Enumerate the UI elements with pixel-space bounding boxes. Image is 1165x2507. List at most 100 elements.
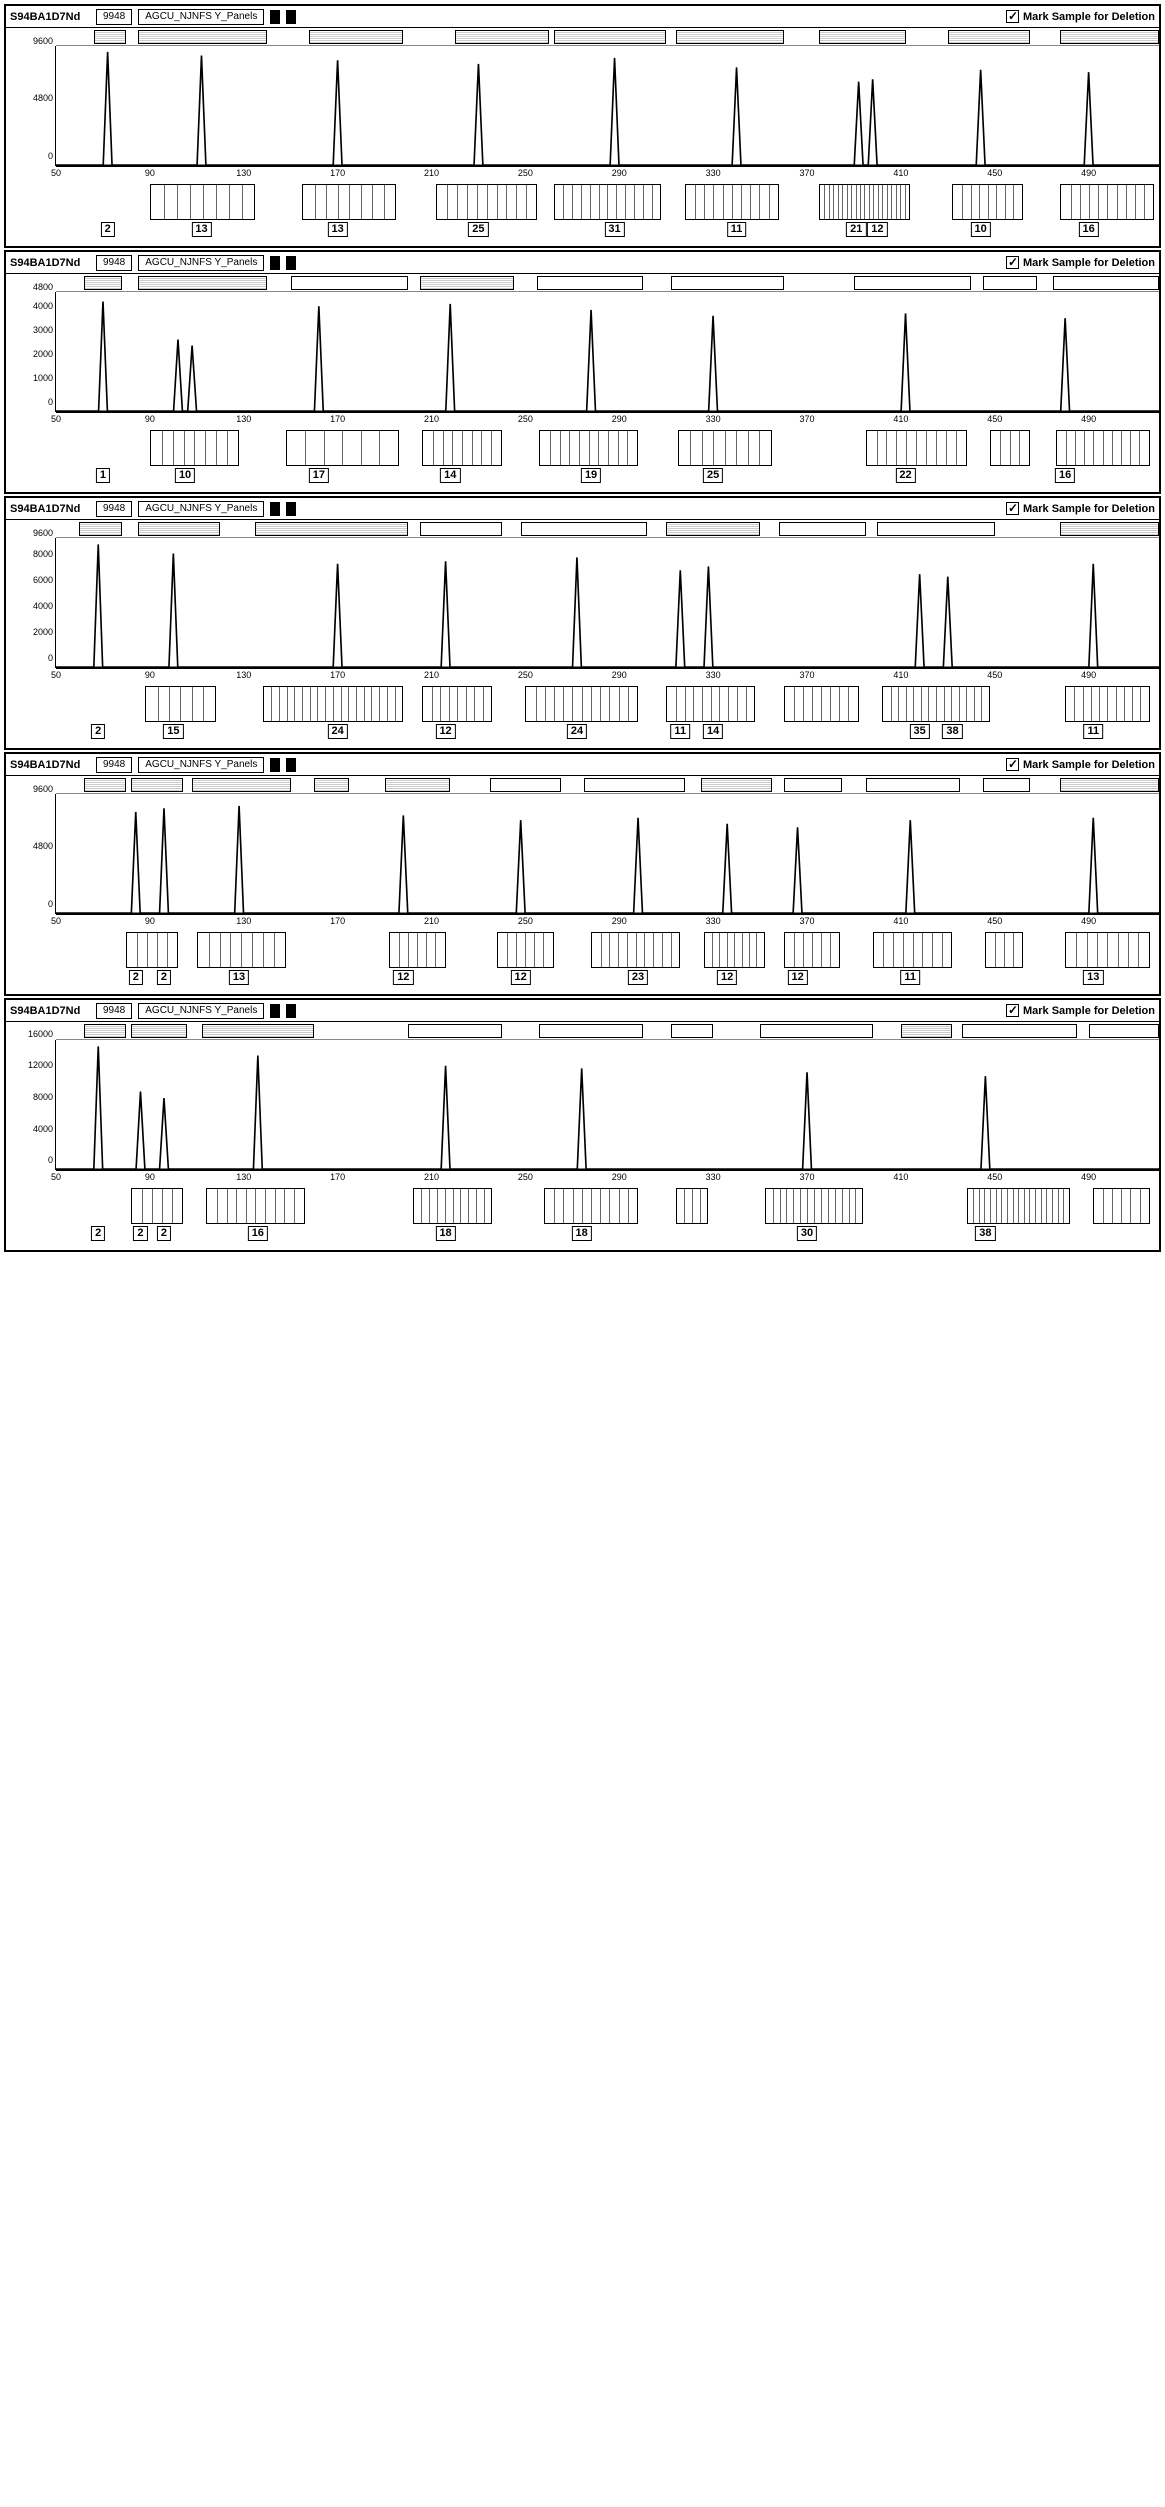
allele-call[interactable]: 24 xyxy=(327,724,347,739)
marker-bar xyxy=(408,1024,502,1038)
allele-call[interactable]: 12 xyxy=(867,222,887,237)
marker-bar xyxy=(1060,522,1159,536)
bin-region xyxy=(436,184,537,220)
plot-canvas xyxy=(56,1040,1159,1170)
allele-call[interactable]: 12 xyxy=(435,724,455,739)
allele-call[interactable]: 22 xyxy=(895,468,915,483)
allele-call[interactable]: 16 xyxy=(1078,222,1098,237)
x-tick-label: 370 xyxy=(799,916,814,926)
bin-region xyxy=(990,430,1030,466)
checkbox-icon[interactable] xyxy=(1006,1004,1019,1017)
y-tick-label: 4800 xyxy=(33,841,53,851)
peak-trace xyxy=(56,1040,1159,1169)
x-tick-label: 410 xyxy=(893,670,908,680)
marker-bar xyxy=(131,1024,187,1038)
marker-bar xyxy=(138,30,267,44)
allele-call[interactable]: 14 xyxy=(440,468,460,483)
marker-bar xyxy=(877,522,994,536)
allele-calls-row: 2 15 24 12 24 11 14 35 38 11 xyxy=(56,724,1159,746)
allele-call[interactable]: 14 xyxy=(703,724,723,739)
allele-call[interactable]: 11 xyxy=(670,724,690,739)
allele-call[interactable]: 2 xyxy=(91,1226,105,1241)
allele-call[interactable]: 18 xyxy=(435,1226,455,1241)
panel-name: AGCU_NJNFS Y_Panels xyxy=(138,255,264,271)
allele-call[interactable]: 15 xyxy=(163,724,183,739)
allele-call[interactable]: 2 xyxy=(157,1226,171,1241)
allele-call[interactable]: 11 xyxy=(727,222,747,237)
allele-call[interactable]: 35 xyxy=(910,724,930,739)
allele-call[interactable]: 13 xyxy=(191,222,211,237)
allele-call[interactable]: 31 xyxy=(604,222,624,237)
allele-call[interactable]: 38 xyxy=(942,724,962,739)
mark-for-deletion[interactable]: Mark Sample for Deletion xyxy=(1006,1004,1155,1017)
mark-for-deletion[interactable]: Mark Sample for Deletion xyxy=(1006,256,1155,269)
checkbox-icon[interactable] xyxy=(1006,10,1019,23)
allele-call[interactable]: 12 xyxy=(787,970,807,985)
x-tick-label: 90 xyxy=(145,1172,155,1182)
checkbox-icon[interactable] xyxy=(1006,758,1019,771)
allele-call[interactable]: 2 xyxy=(157,970,171,985)
color-swatch-icon xyxy=(270,758,280,772)
panel-name: AGCU_NJNFS Y_Panels xyxy=(138,757,264,773)
allele-call[interactable]: 25 xyxy=(703,468,723,483)
bin-region xyxy=(145,686,215,722)
allele-call[interactable]: 2 xyxy=(133,1226,147,1241)
color-swatch-icon xyxy=(270,1004,280,1018)
allele-call[interactable]: 18 xyxy=(572,1226,592,1241)
sample-code: 9948 xyxy=(96,255,132,271)
y-axis: 020004000600080009600 xyxy=(6,538,56,668)
allele-call[interactable]: 10 xyxy=(971,222,991,237)
allele-call[interactable]: 11 xyxy=(1083,724,1103,739)
allele-call[interactable]: 2 xyxy=(91,724,105,739)
allele-call[interactable]: 12 xyxy=(511,970,531,985)
allele-call[interactable]: 25 xyxy=(468,222,488,237)
allele-call[interactable]: 12 xyxy=(717,970,737,985)
mark-for-deletion[interactable]: Mark Sample for Deletion xyxy=(1006,502,1155,515)
bin-region xyxy=(678,430,772,466)
mark-for-deletion[interactable]: Mark Sample for Deletion xyxy=(1006,758,1155,771)
allele-call[interactable]: 21 xyxy=(846,222,866,237)
x-tick-label: 410 xyxy=(893,1172,908,1182)
allele-call[interactable]: 10 xyxy=(175,468,195,483)
allele-call[interactable]: 11 xyxy=(900,970,920,985)
bin-region xyxy=(952,184,1022,220)
bin-region xyxy=(539,430,638,466)
allele-call[interactable]: 23 xyxy=(628,970,648,985)
bins-row xyxy=(56,684,1159,724)
bin-region xyxy=(591,932,680,968)
allele-call[interactable]: 13 xyxy=(1083,970,1103,985)
marker-bar xyxy=(131,778,183,792)
plot-canvas xyxy=(56,794,1159,914)
y-tick-label: 4000 xyxy=(33,1124,53,1134)
bin-region xyxy=(704,932,765,968)
allele-call[interactable]: 24 xyxy=(567,724,587,739)
bins-row xyxy=(56,1186,1159,1226)
bin-region xyxy=(784,686,859,722)
allele-call[interactable]: 30 xyxy=(797,1226,817,1241)
marker-bar xyxy=(420,522,502,536)
x-tick-label: 170 xyxy=(330,168,345,178)
mark-for-deletion[interactable]: Mark Sample for Deletion xyxy=(1006,10,1155,23)
panel-header: S94BA1D7Nd 9948 AGCU_NJNFS Y_Panels Mark… xyxy=(6,498,1159,520)
allele-call[interactable]: 16 xyxy=(1055,468,1075,483)
x-tick-label: 130 xyxy=(236,168,251,178)
allele-call[interactable]: 17 xyxy=(309,468,329,483)
allele-call[interactable]: 38 xyxy=(975,1226,995,1241)
bins-row xyxy=(56,930,1159,970)
allele-call[interactable]: 2 xyxy=(129,970,143,985)
allele-call[interactable]: 12 xyxy=(393,970,413,985)
allele-call[interactable]: 13 xyxy=(327,222,347,237)
color-swatch-icon xyxy=(270,256,280,270)
allele-call[interactable]: 16 xyxy=(248,1226,268,1241)
color-swatch-icon xyxy=(286,502,296,516)
marker-bar xyxy=(455,30,549,44)
marker-bar xyxy=(584,778,685,792)
plot-area: 020004000600080009600 xyxy=(6,538,1159,668)
allele-call[interactable]: 13 xyxy=(229,970,249,985)
allele-call[interactable]: 2 xyxy=(101,222,115,237)
allele-call[interactable]: 1 xyxy=(96,468,110,483)
checkbox-icon[interactable] xyxy=(1006,256,1019,269)
checkbox-icon[interactable] xyxy=(1006,502,1019,515)
allele-call[interactable]: 19 xyxy=(581,468,601,483)
marker-bar xyxy=(819,30,906,44)
